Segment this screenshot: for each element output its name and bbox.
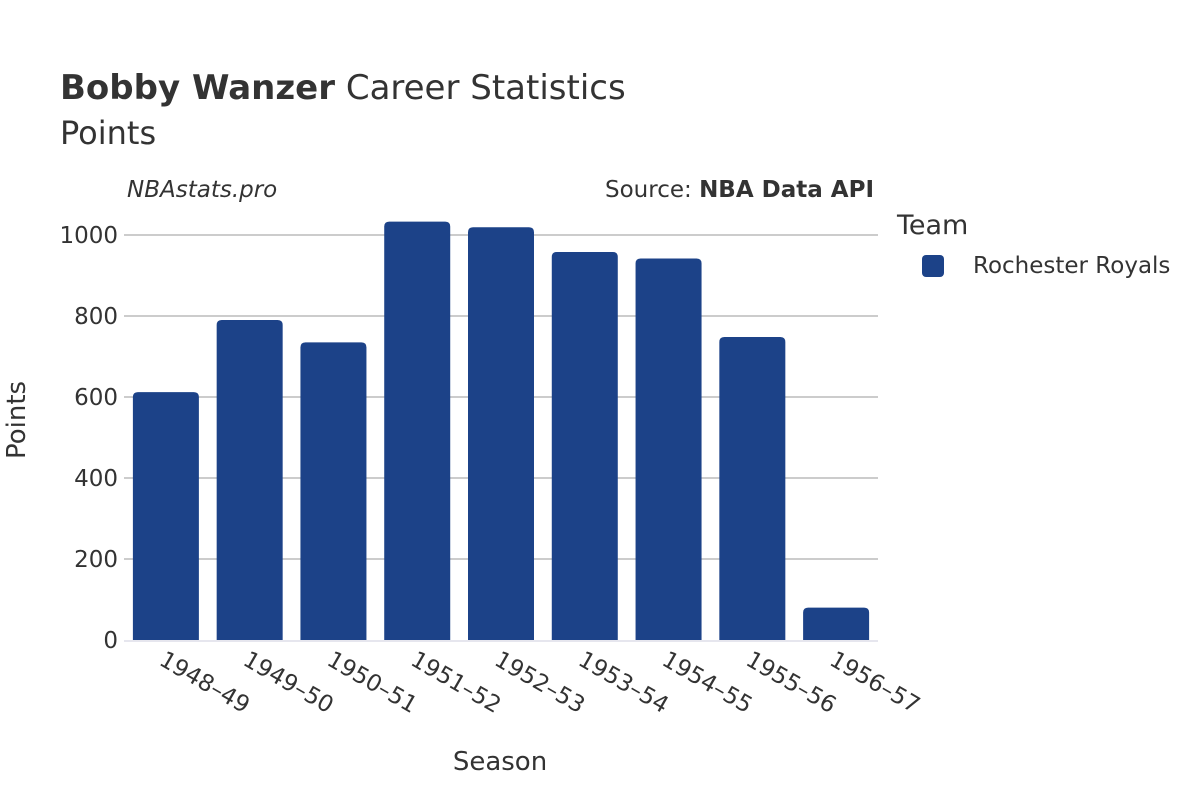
bars (132, 221, 870, 640)
legend-title: Team (897, 210, 969, 241)
x-tick-label: 1953–54 (574, 647, 673, 719)
x-tick-label: 1952–53 (490, 647, 589, 719)
bar-1955–56[interactable] (719, 337, 786, 640)
y-tick-label: 0 (103, 628, 118, 654)
y-tick-label: 600 (74, 385, 118, 411)
chart-title: Bobby Wanzer Career Statistics (60, 68, 626, 108)
y-tick-labels: 0 200 400 600 800 1000 (59, 223, 118, 654)
bar-1956–57[interactable] (803, 607, 870, 640)
bar-1949–50[interactable] (216, 320, 283, 640)
legend-item-rochester-royals[interactable]: Rochester Royals (922, 253, 1170, 279)
x-tick-label: 1951–52 (406, 647, 505, 719)
bar-1951–52[interactable] (384, 221, 451, 640)
legend-label: Rochester Royals (973, 253, 1171, 279)
y-tick-label: 400 (74, 466, 118, 492)
x-tick-label: 1950–51 (322, 647, 421, 719)
bar-1954–55[interactable] (635, 258, 702, 640)
y-tick-label: 1000 (59, 223, 118, 249)
x-tick-labels: 1948–491949–501950–511951–521952–531953–… (155, 647, 924, 719)
chart-title-rest: Career Statistics (335, 68, 626, 108)
site-label: NBAstats.pro (127, 177, 278, 203)
x-tick-label: 1948–49 (155, 647, 254, 719)
x-axis-label: Season (453, 747, 547, 777)
y-tick-label: 200 (74, 547, 118, 573)
x-tick-label: 1955–56 (741, 647, 840, 719)
chart-subtitle: Points (60, 114, 157, 152)
bar-1953–54[interactable] (551, 252, 618, 640)
bar-1952–53[interactable] (468, 227, 534, 640)
y-tick-label: 800 (74, 304, 118, 330)
y-axis-label: Points (2, 381, 32, 459)
source-name: NBA Data API (699, 177, 874, 203)
bar-1948–49[interactable] (132, 392, 199, 640)
bar-1950–51[interactable] (300, 342, 367, 640)
x-tick-label: 1954–55 (658, 647, 757, 719)
chart-title-player: Bobby Wanzer (60, 68, 336, 108)
x-tick-label: 1949–50 (239, 647, 338, 719)
source-prefix: Source: (605, 177, 700, 203)
source-label: Source: NBA Data API (605, 177, 874, 203)
x-tick-label: 1956–57 (825, 647, 924, 719)
legend-swatch (922, 255, 944, 277)
